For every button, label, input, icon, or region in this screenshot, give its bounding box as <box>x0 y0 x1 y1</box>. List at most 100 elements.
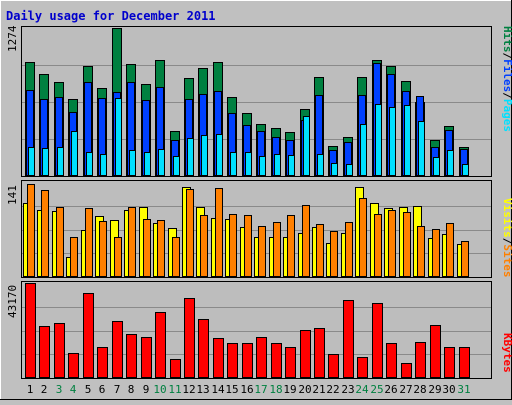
bar-pages-day-21 <box>317 154 324 176</box>
bar-sites-day-4 <box>70 237 78 277</box>
bar-sites-day-20 <box>302 205 310 277</box>
bar-sites-day-30 <box>446 223 454 277</box>
legend-sep-1: / <box>501 53 512 60</box>
bar-kbytes-day-11 <box>170 359 181 378</box>
day-label-11: 11 <box>168 383 181 396</box>
bar-sites-day-8 <box>128 207 136 277</box>
day-label-26: 26 <box>384 383 397 396</box>
bar-sites-day-29 <box>432 229 440 277</box>
bar-pages-day-17 <box>259 156 266 176</box>
bar-kbytes-day-16 <box>242 343 253 378</box>
bar-kbytes-day-22 <box>328 354 339 378</box>
day-label-18: 18 <box>269 383 282 396</box>
bar-pages-day-4 <box>71 131 78 176</box>
bar-kbytes-day-14 <box>213 338 224 378</box>
bar-sites-day-13 <box>200 215 208 277</box>
day-label-14: 14 <box>211 383 225 396</box>
bar-kbytes-day-25 <box>372 303 383 378</box>
bar-pages-day-11 <box>173 156 180 176</box>
bar-kbytes-day-3 <box>54 323 65 378</box>
bar-sites-day-6 <box>99 221 107 277</box>
bar-kbytes-day-15 <box>227 343 238 378</box>
bar-kbytes-day-24 <box>357 357 368 378</box>
bar-kbytes-day-4 <box>68 353 79 378</box>
day-label-7: 7 <box>114 383 121 396</box>
bar-kbytes-day-26 <box>386 343 397 378</box>
bar-sites-day-7 <box>114 237 122 277</box>
day-label-12: 12 <box>182 383 195 396</box>
x-axis-day-labels: 1 2 3 4 5 6 7 8 9 10 11 12 13 14 15 16 17 18 19 20 21 22 23 24 2… <box>27 383 471 396</box>
bar-kbytes-day-27 <box>401 363 412 378</box>
bar-pages-day-27 <box>404 105 411 176</box>
bar-kbytes-day-10 <box>155 312 166 378</box>
bar-kbytes-day-29 <box>430 325 441 378</box>
hits-axis-max-label: 1274 <box>6 25 19 52</box>
bar-sites-day-18 <box>273 222 281 277</box>
bar-pages-day-25 <box>375 104 382 176</box>
bar-pages-day-14 <box>216 134 223 176</box>
bar-pages-day-26 <box>389 107 396 176</box>
day-label-4: 4 <box>70 383 77 396</box>
bar-sites-day-21 <box>316 224 324 277</box>
day-label-9: 9 <box>143 383 150 396</box>
day-label-25: 25 <box>370 383 383 396</box>
bar-sites-day-10 <box>157 220 165 277</box>
legend-sites-visits: Visits/Sites <box>501 198 512 278</box>
day-label-3: 3 <box>56 383 63 396</box>
bar-sites-day-25 <box>374 214 382 277</box>
bar-kbytes-day-19 <box>285 347 296 378</box>
bar-pages-day-9 <box>144 152 151 176</box>
gridlines <box>22 65 491 355</box>
bar-pages-day-6 <box>100 154 107 176</box>
bar-sites-day-3 <box>56 207 64 277</box>
bar-sites-day-1 <box>27 184 35 277</box>
bar-pages-day-28 <box>418 121 425 176</box>
bar-sites-day-26 <box>388 210 396 277</box>
bar-kbytes-day-8 <box>126 334 137 378</box>
bar-kbytes-day-30 <box>444 347 455 378</box>
bar-pages-day-18 <box>274 154 281 176</box>
day-label-2: 2 <box>41 383 48 396</box>
bar-sites-day-14 <box>215 188 223 277</box>
bar-pages-day-5 <box>86 152 93 176</box>
bar-kbytes-day-31 <box>459 347 470 378</box>
bar-pages-day-29 <box>433 157 440 176</box>
bar-kbytes-day-9 <box>141 337 152 378</box>
bar-pages-day-19 <box>288 155 295 176</box>
bar-pages-day-24 <box>360 124 367 176</box>
bar-sites-day-17 <box>258 226 266 277</box>
bar-kbytes-day-17 <box>256 337 267 378</box>
legend-kbytes: KBytes <box>501 333 512 373</box>
bar-pages-day-1 <box>28 147 35 176</box>
bar-pages-day-31 <box>462 164 469 176</box>
legend-files: Files <box>501 59 512 92</box>
day-label-30: 30 <box>442 383 455 396</box>
bar-kbytes-day-23 <box>343 300 354 378</box>
bar-kbytes-day-28 <box>415 342 426 378</box>
bar-kbytes-day-13 <box>198 319 209 378</box>
bar-pages-day-20 <box>303 116 310 176</box>
day-label-10: 10 <box>153 383 166 396</box>
bar-sites-day-5 <box>85 208 93 277</box>
bar-pages-day-2 <box>42 148 49 176</box>
bar-sites-day-9 <box>143 219 151 277</box>
bar-sites-day-19 <box>287 215 295 277</box>
bar-pages-day-10 <box>158 149 165 176</box>
day-label-16: 16 <box>240 383 253 396</box>
bar-sites-day-28 <box>417 226 425 277</box>
bar-pages-day-30 <box>447 150 454 176</box>
legend-visits: Visits <box>501 198 512 238</box>
sites-axis-max-label: 141 <box>6 185 19 205</box>
bar-sites-day-22 <box>330 231 338 277</box>
bar-kbytes-day-5 <box>83 293 94 378</box>
bar-pages-day-8 <box>129 150 136 176</box>
legend-sep-3: / <box>501 238 512 245</box>
day-label-23: 23 <box>341 383 354 396</box>
legend-sites: Sites <box>501 244 512 277</box>
bar-pages-day-7 <box>115 98 122 176</box>
day-label-27: 27 <box>399 383 412 396</box>
chart-title: Daily usage for December 2011 <box>6 9 216 23</box>
legend-pages-files-hits: Hits/Files/Pages <box>501 26 512 132</box>
